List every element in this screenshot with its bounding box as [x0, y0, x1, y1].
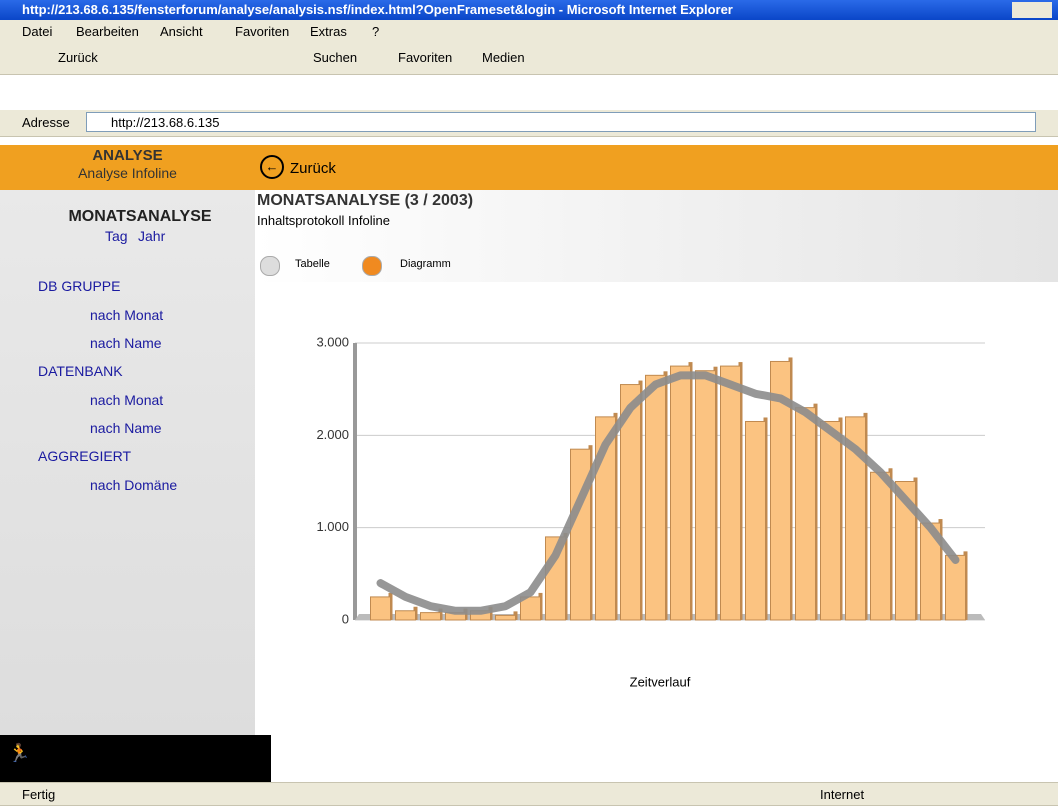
- x-axis-title: Zeitverlauf: [630, 674, 691, 689]
- y-tick-label: 1.000: [316, 519, 349, 534]
- browser: http://213.68.6.135/fensterforum/analyse…: [0, 0, 1058, 804]
- bar: [396, 611, 416, 620]
- y-tick-label: 0: [342, 611, 349, 626]
- y-axis: [353, 343, 357, 620]
- page: analysis {"window": {"title": "http://21…: [0, 0, 1058, 804]
- y-tick-label: 3.000: [316, 334, 349, 349]
- y-tick-label: 2.000: [316, 427, 349, 442]
- bar: [671, 366, 691, 620]
- bar: [871, 472, 891, 620]
- bar: [746, 421, 766, 620]
- bar: [421, 613, 441, 620]
- trend-line: [381, 375, 956, 610]
- bar: [371, 597, 391, 620]
- bar: [646, 375, 666, 620]
- bar: [496, 615, 516, 620]
- bar: [721, 366, 741, 620]
- status-bar: Fertig Internet: [0, 782, 1058, 806]
- bar: [946, 555, 966, 620]
- bar: [821, 421, 841, 620]
- bar: [696, 371, 716, 620]
- bar: [796, 408, 816, 620]
- chart: Zeitverlauf 0 1.000 2.000 3.000: [0, 0, 1058, 780]
- status-zone: Internet: [820, 787, 864, 802]
- status-text: Fertig: [22, 787, 55, 802]
